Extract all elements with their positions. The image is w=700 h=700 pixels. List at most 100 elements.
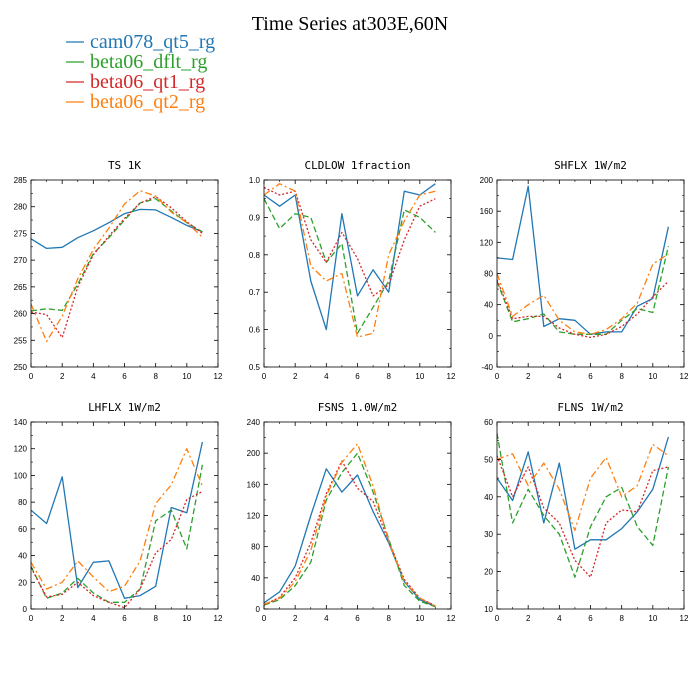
legend-item: beta06_qt1_rg	[66, 71, 205, 93]
x-tick-label: 12	[214, 614, 223, 623]
x-tick-label: 6	[122, 614, 127, 623]
panel-title: CLDLOW 1fraction	[305, 159, 411, 172]
x-tick-label: 0	[495, 614, 500, 623]
x-tick-label: 12	[680, 372, 689, 381]
x-tick-label: 0	[29, 614, 34, 623]
x-tick-label: 10	[415, 372, 424, 381]
series-line-beta06_qt2_rg	[264, 443, 436, 607]
legend-item: beta06_dflt_rg	[66, 51, 207, 73]
y-tick-label: 0	[489, 332, 494, 341]
y-tick-label: 0	[23, 605, 28, 614]
legend: cam078_qt5_rgbeta06_dflt_rgbeta06_qt1_rg…	[66, 31, 215, 113]
x-tick-label: 2	[293, 372, 298, 381]
x-tick-label: 10	[182, 372, 191, 381]
x-tick-label: 10	[415, 614, 424, 623]
x-tick-label: 2	[60, 372, 65, 381]
legend-label: beta06_qt1_rg	[90, 71, 205, 93]
series-line-beta06_dflt_rg	[497, 246, 670, 335]
x-tick-label: 8	[153, 614, 158, 623]
chart-panel: TS 1K 0 2 4 6 8 10 12 250 255 260 265 270 275 280 285	[14, 159, 223, 381]
x-tick-label: 8	[619, 372, 624, 381]
series-group	[264, 443, 436, 608]
y-tick-label: 50	[484, 455, 493, 464]
y-tick-label: 140	[14, 418, 28, 427]
y-tick-label: 270	[14, 256, 28, 265]
x-tick-label: 4	[557, 614, 562, 623]
y-tick-label: 200	[247, 449, 261, 458]
panel-title: TS 1K	[108, 159, 141, 172]
series-line-beta06_qt1_rg	[497, 455, 669, 578]
series-line-beta06_dflt_rg	[264, 198, 436, 334]
y-tick-label: 40	[18, 552, 27, 561]
x-tick-label: 0	[29, 372, 34, 381]
series-line-beta06_qt1_rg	[264, 460, 436, 607]
series-line-beta06_qt1_rg	[31, 195, 203, 339]
panel-title: LHFLX 1W/m2	[88, 401, 161, 414]
x-tick-label: 4	[324, 372, 329, 381]
y-tick-label: 60	[484, 418, 493, 427]
x-tick-label: 12	[447, 372, 456, 381]
x-tick-label: 4	[324, 614, 329, 623]
x-tick-label: 6	[588, 614, 593, 623]
x-tick-label: 0	[495, 372, 500, 381]
plot-frame	[263, 179, 452, 368]
plot-frame	[496, 179, 685, 368]
y-tick-label: 160	[247, 480, 261, 489]
series-line-beta06_qt2_rg	[497, 253, 669, 335]
y-tick-label: 120	[14, 445, 28, 454]
y-tick-label: 20	[484, 568, 493, 577]
x-tick-label: 2	[526, 614, 531, 623]
series-line-beta06_qt2_rg	[264, 183, 436, 338]
y-tick-label: -40	[481, 363, 493, 372]
x-tick-label: 2	[526, 372, 531, 381]
y-tick-label: 0	[256, 605, 261, 614]
legend-label: beta06_qt2_rg	[90, 91, 205, 113]
y-tick-label: 40	[484, 493, 493, 502]
x-tick-label: 0	[262, 614, 267, 623]
plot-frame	[496, 421, 685, 610]
x-tick-label: 4	[557, 372, 562, 381]
series-group	[497, 433, 670, 578]
x-tick-label: 2	[293, 614, 298, 623]
series-group	[497, 185, 670, 339]
x-tick-label: 6	[355, 372, 360, 381]
x-tick-label: 8	[386, 372, 391, 381]
panel-title: FLNS 1W/m2	[557, 401, 623, 414]
y-tick-label: 80	[18, 498, 27, 507]
x-tick-label: 8	[153, 372, 158, 381]
y-tick-label: 30	[484, 530, 493, 539]
series-line-beta06_qt2_rg	[31, 190, 203, 343]
chart-panels: TS 1K0 2 4 6 8 10 12250255260265270275280285CL…	[14, 159, 689, 623]
legend-item: cam078_qt5_rg	[66, 31, 215, 53]
y-tick-label: 250	[14, 363, 28, 372]
series-line-beta06_qt2_rg	[31, 448, 203, 593]
series-group	[31, 441, 204, 609]
y-tick-label: 0.8	[249, 251, 261, 260]
x-tick-label: 4	[91, 372, 96, 381]
x-tick-label: 2	[60, 614, 65, 623]
x-tick-label: 12	[447, 614, 456, 623]
series-line-beta06_dflt_rg	[31, 464, 204, 603]
legend-label: cam078_qt5_rg	[90, 31, 215, 53]
y-tick-label: 240	[247, 418, 261, 427]
y-tick-label: 200	[480, 176, 494, 185]
series-line-beta06_dflt_rg	[497, 433, 670, 578]
y-tick-label: 100	[14, 471, 28, 480]
x-tick-label: 10	[648, 372, 657, 381]
y-tick-label: 120	[480, 238, 494, 247]
y-tick-label: 160	[480, 207, 494, 216]
x-tick-label: 0	[262, 372, 267, 381]
y-tick-label: 0.9	[249, 213, 261, 222]
legend-item: beta06_qt2_rg	[66, 91, 205, 113]
y-tick-label: 40	[251, 574, 260, 583]
series-group	[264, 183, 436, 338]
page-title: Time Series at303E,60N	[252, 13, 448, 35]
y-tick-label: 260	[14, 310, 28, 319]
x-tick-label: 8	[619, 614, 624, 623]
y-tick-label: 275	[14, 229, 28, 238]
series-line-cam078_qt5_rg	[497, 436, 670, 550]
y-tick-label: 80	[251, 543, 260, 552]
y-tick-label: 40	[484, 301, 493, 310]
